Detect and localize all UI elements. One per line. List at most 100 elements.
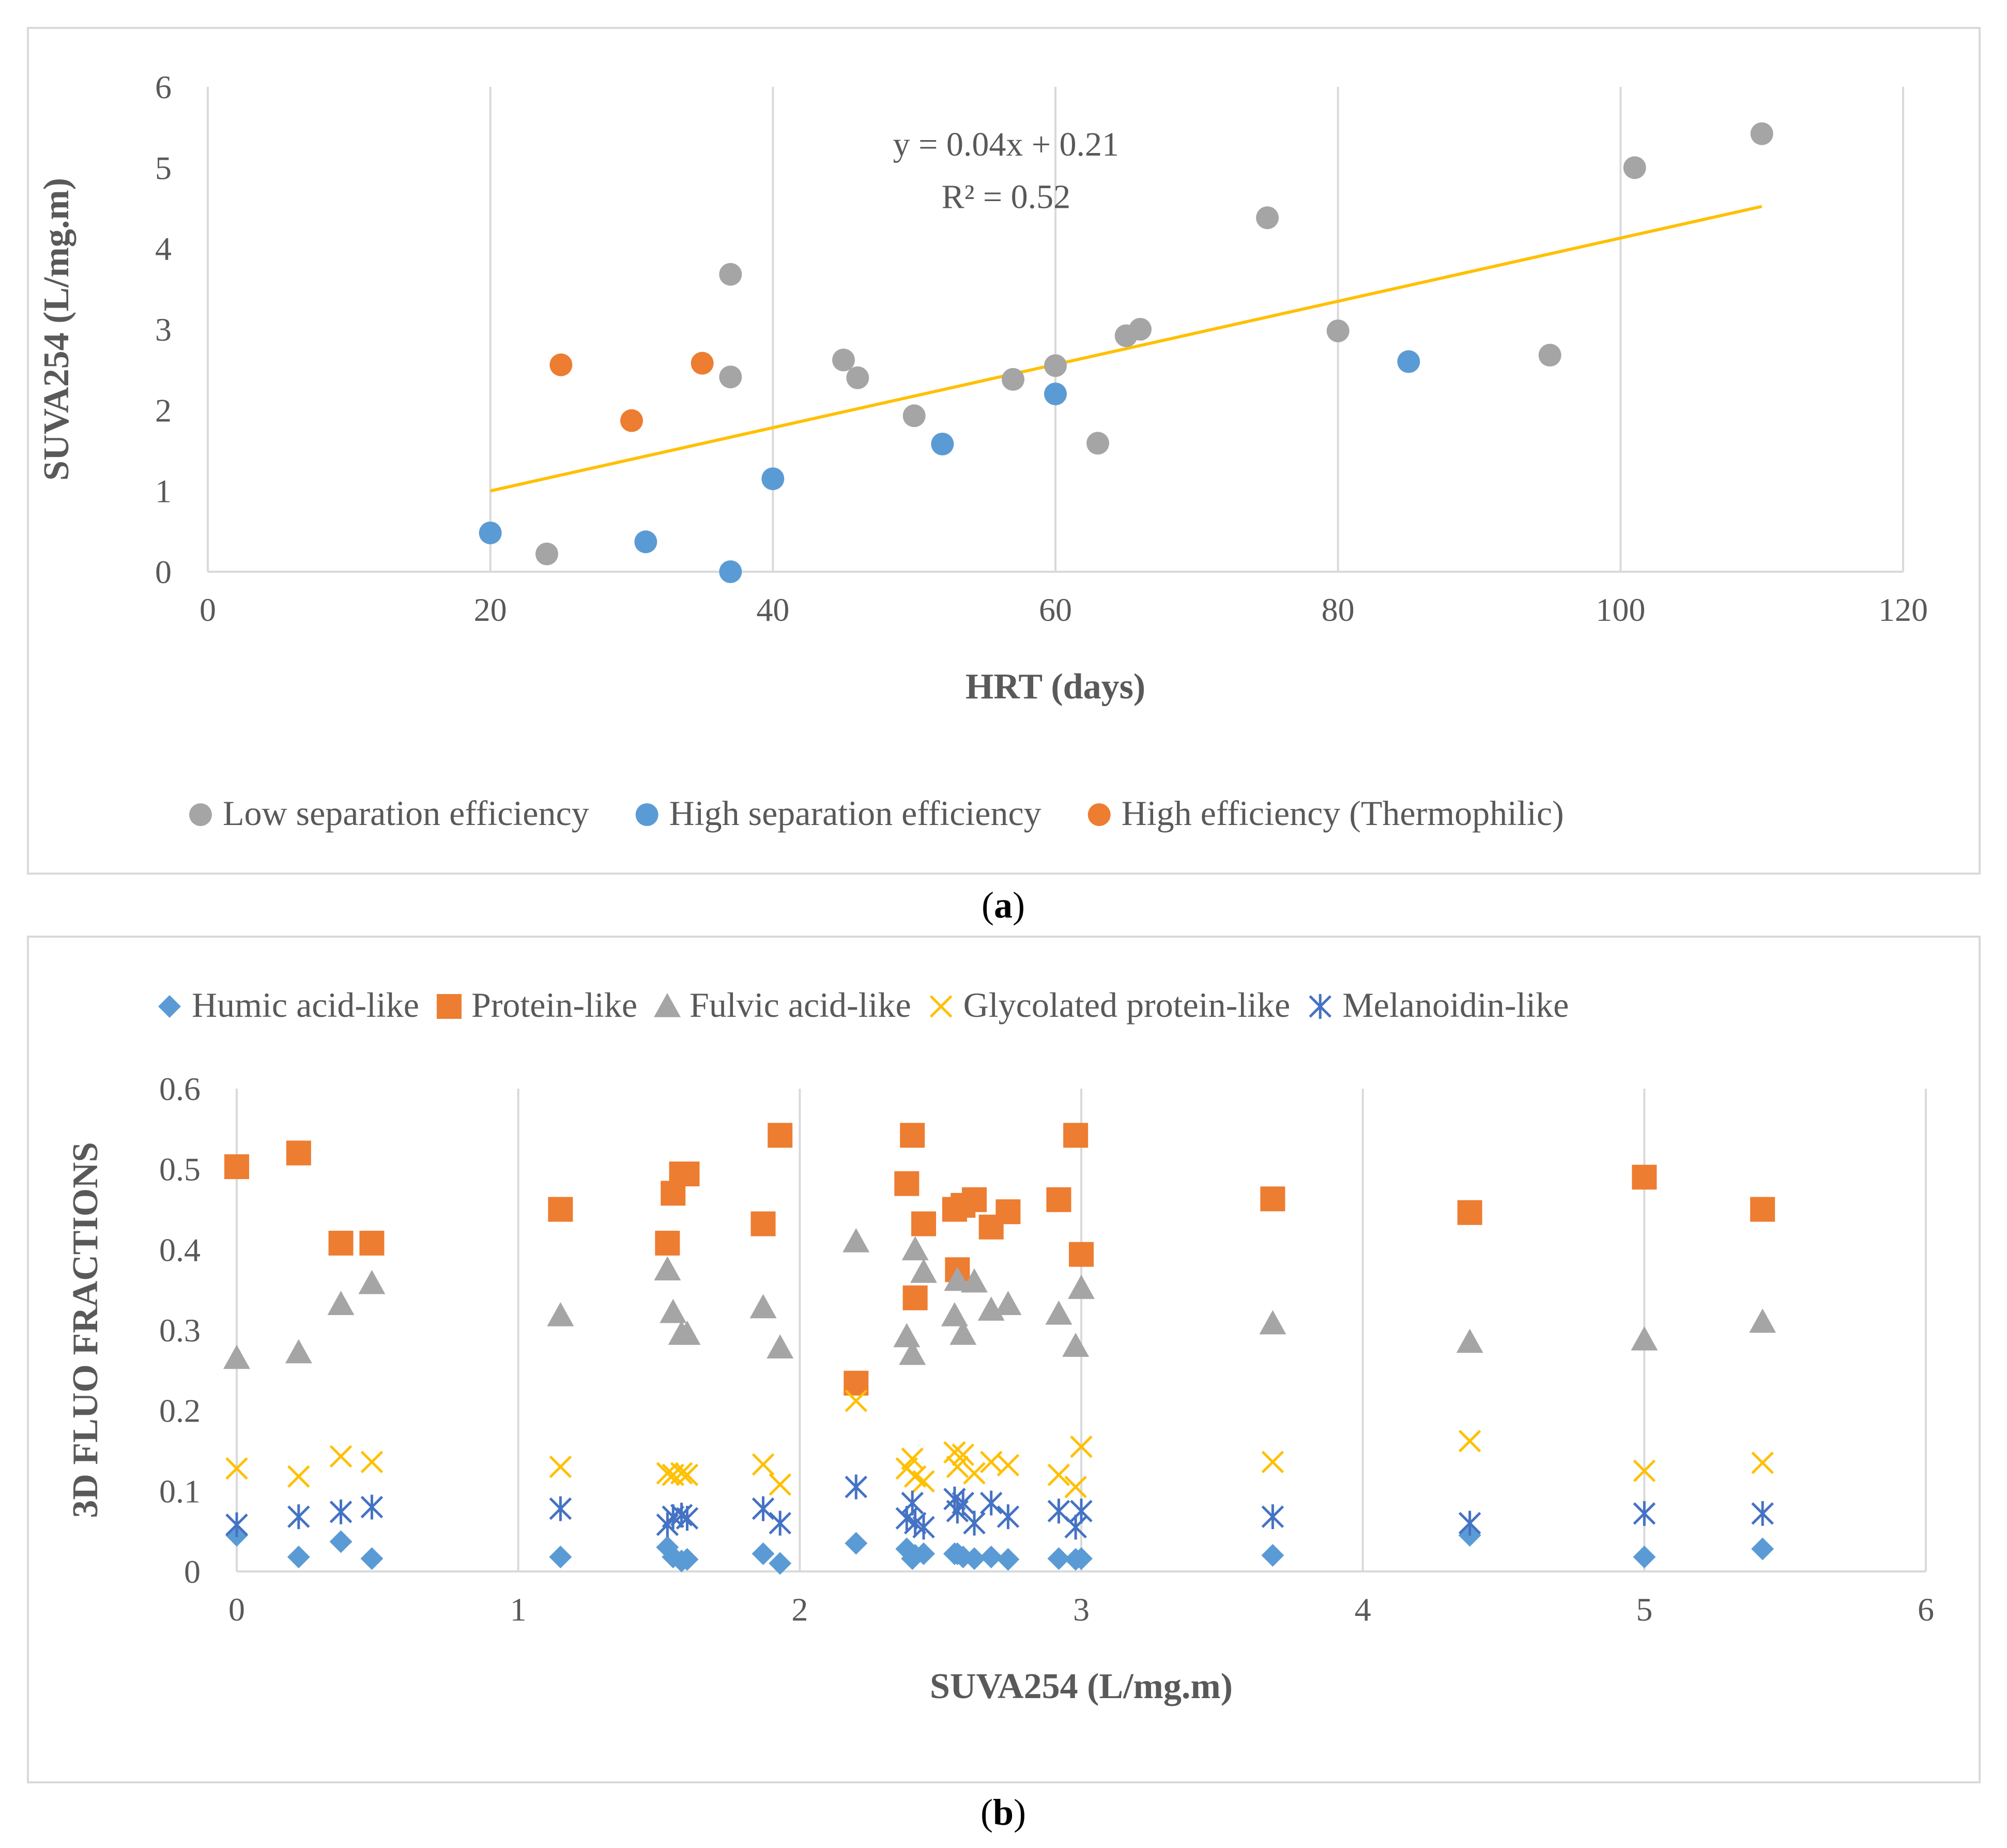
a-y-tick-label-4: 4: [155, 231, 172, 267]
b-legend-item-humic-acid-like: Humic acid-like: [158, 985, 419, 1025]
b-y-tick-label-1: 0.1: [159, 1473, 201, 1509]
a-legend-marker-high-separation-efficiency: [635, 803, 658, 826]
b-point-fulvic-acid-like-22: [1045, 1300, 1073, 1325]
b-point-melanoidin-like-9: [752, 1496, 775, 1521]
b-point-fulvic-acid-like-15: [910, 1258, 937, 1283]
a-legend-label-high-efficiency-thermophilic: High efficiency (Thermophilic): [1122, 793, 1564, 833]
a-point-low-separation-efficiency-14: [1623, 156, 1646, 179]
b-point-humic-acid-like-19: [963, 1547, 986, 1570]
b-point-fulvic-acid-like-27: [1631, 1326, 1658, 1351]
a-legend-item-low-separation-efficiency: Low separation efficiency: [189, 793, 589, 833]
b-point-melanoidin-like-18: [952, 1490, 975, 1516]
b-point-melanoidin-like-19: [963, 1510, 986, 1536]
b-point-protein-like-10: [768, 1123, 793, 1148]
b-legend-item-melanoidin-like: Melanoidin-like: [1309, 985, 1569, 1025]
b-point-fulvic-acid-like-13: [899, 1340, 926, 1365]
a-legend-marker-low-separation-efficiency: [189, 803, 212, 826]
a-point-high-separation-efficiency-4: [931, 432, 954, 455]
b-point-fulvic-acid-like-6: [660, 1299, 687, 1323]
b-x-tick-label-5: 5: [1636, 1591, 1652, 1628]
b-point-glycolated-protein-like-2: [329, 1445, 353, 1468]
b-point-melanoidin-like-3: [360, 1494, 384, 1520]
b-legend-marker-fulvic-acid-like: [654, 993, 681, 1017]
b-point-protein-like-25: [1260, 1186, 1285, 1212]
b-legend-marker-protein-like: [436, 994, 462, 1019]
a-point-high-separation-efficiency-1: [634, 530, 657, 554]
b-point-fulvic-acid-like-1: [285, 1339, 312, 1364]
a-x-tick-label-0: 0: [200, 591, 216, 628]
b-point-protein-like-13: [900, 1123, 925, 1148]
b-point-glycolated-protein-like-28: [1751, 1452, 1774, 1474]
b-series-melanoidin-like: [225, 1474, 1774, 1540]
b-point-humic-acid-like-11: [845, 1532, 868, 1555]
b-point-glycolated-protein-like-7: [670, 1462, 693, 1485]
b-y-tick-label-2: 0.2: [159, 1393, 201, 1429]
b-point-glycolated-protein-like-16: [943, 1441, 966, 1464]
b-point-humic-acid-like-15: [912, 1542, 935, 1565]
a-point-low-separation-efficiency-3: [832, 348, 855, 372]
b-point-melanoidin-like-1: [287, 1504, 310, 1530]
a-point-low-separation-efficiency-8: [1086, 432, 1109, 455]
b-point-glycolated-protein-like-24: [1070, 1435, 1093, 1458]
a-x-axis-title: HRT (days): [966, 667, 1145, 707]
b-point-protein-like-9: [750, 1211, 776, 1236]
b-point-melanoidin-like-21: [997, 1504, 1020, 1530]
a-y-tick-label-2: 2: [155, 392, 172, 429]
b-legend-item-glycolated-protein-like: Glycolated protein-like: [929, 985, 1290, 1025]
b-point-protein-like-5: [655, 1230, 680, 1256]
b-point-protein-like-8: [675, 1162, 700, 1187]
chart-panel-a: 0 20 40 60 80 100 120 0 1 2 3 4 5 6 HRT (days) SUVA254 …: [27, 27, 1981, 875]
b-point-glycolated-protein-like-0: [225, 1457, 248, 1480]
b-point-humic-acid-like-22: [1047, 1547, 1070, 1570]
b-point-humic-acid-like-24: [1070, 1547, 1093, 1570]
a-point-low-separation-efficiency-2: [719, 365, 742, 389]
a-point-high-separation-efficiency-0: [479, 521, 502, 544]
b-legend-label-humic-acid-like: Humic acid-like: [192, 985, 419, 1025]
a-y-tick-label-5: 5: [155, 149, 172, 186]
b-point-humic-acid-like-1: [287, 1545, 310, 1568]
b-point-melanoidin-like-11: [845, 1474, 868, 1500]
b-point-protein-like-24: [1069, 1242, 1094, 1267]
b-point-melanoidin-like-24: [1070, 1499, 1093, 1524]
b-x-tick-label-4: 4: [1355, 1591, 1371, 1628]
a-point-low-separation-efficiency-12: [1326, 319, 1350, 343]
b-legend-marker-melanoidin-like: [1309, 994, 1331, 1019]
b-point-glycolated-protein-like-11: [845, 1389, 868, 1412]
a-point-low-separation-efficiency-1: [719, 263, 742, 286]
a-point-high-separation-efficiency-2: [719, 560, 742, 583]
a-legend-label-low-separation-efficiency: Low separation efficiency: [223, 793, 589, 833]
b-series-protein-like: [224, 1123, 1775, 1396]
hrt-suva-scatter-chart: 0 20 40 60 80 100 120 0 1 2 3 4 5 6 HRT (days) SUVA254 …: [37, 69, 1928, 833]
a-point-low-separation-efficiency-10: [1129, 318, 1152, 341]
b-point-fulvic-acid-like-12: [893, 1323, 921, 1348]
a-x-tick-label-1: 20: [474, 591, 507, 628]
b-point-fulvic-acid-like-5: [654, 1256, 681, 1281]
panel-caption-a: (a): [982, 884, 1025, 926]
b-point-fulvic-acid-like-4: [547, 1302, 574, 1326]
a-point-low-separation-efficiency-13: [1538, 344, 1561, 367]
b-point-fulvic-acid-like-0: [223, 1345, 250, 1369]
b-point-humic-acid-like-10: [769, 1552, 792, 1575]
b-point-humic-acid-like-9: [752, 1542, 775, 1565]
a-point-high-efficiency-thermophilic-2: [691, 352, 714, 375]
b-point-fulvic-acid-like-28: [1749, 1308, 1776, 1333]
b-point-fulvic-acid-like-10: [767, 1334, 794, 1359]
a-point-high-efficiency-thermophilic-0: [549, 353, 573, 376]
b-point-glycolated-protein-like-9: [752, 1453, 775, 1476]
b-x-tick-label-6: 6: [1918, 1591, 1934, 1628]
b-series-humic-acid-like: [225, 1523, 1774, 1575]
a-trendline-equation: y = 0.04x + 0.21: [893, 126, 1119, 163]
a-point-low-separation-efficiency-15: [1750, 122, 1773, 145]
a-trendline-r-squared: R² = 0.52: [942, 178, 1071, 216]
b-point-humic-acid-like-25: [1261, 1544, 1284, 1567]
b-legend-marker-glycolated-protein-like: [929, 995, 953, 1018]
b-point-fulvic-acid-like-8: [673, 1320, 701, 1345]
b-point-glycolated-protein-like-8: [676, 1463, 699, 1486]
b-x-tick-label-2: 2: [791, 1591, 808, 1628]
b-point-glycolated-protein-like-10: [769, 1473, 791, 1496]
b-point-protein-like-28: [1750, 1197, 1775, 1222]
a-legend-item-high-efficiency-thermophilic: High efficiency (Thermophilic): [1087, 793, 1564, 833]
b-point-protein-like-1: [286, 1140, 311, 1166]
b-y-tick-label-5: 0.5: [159, 1151, 201, 1188]
b-x-tick-label-3: 3: [1073, 1591, 1090, 1628]
